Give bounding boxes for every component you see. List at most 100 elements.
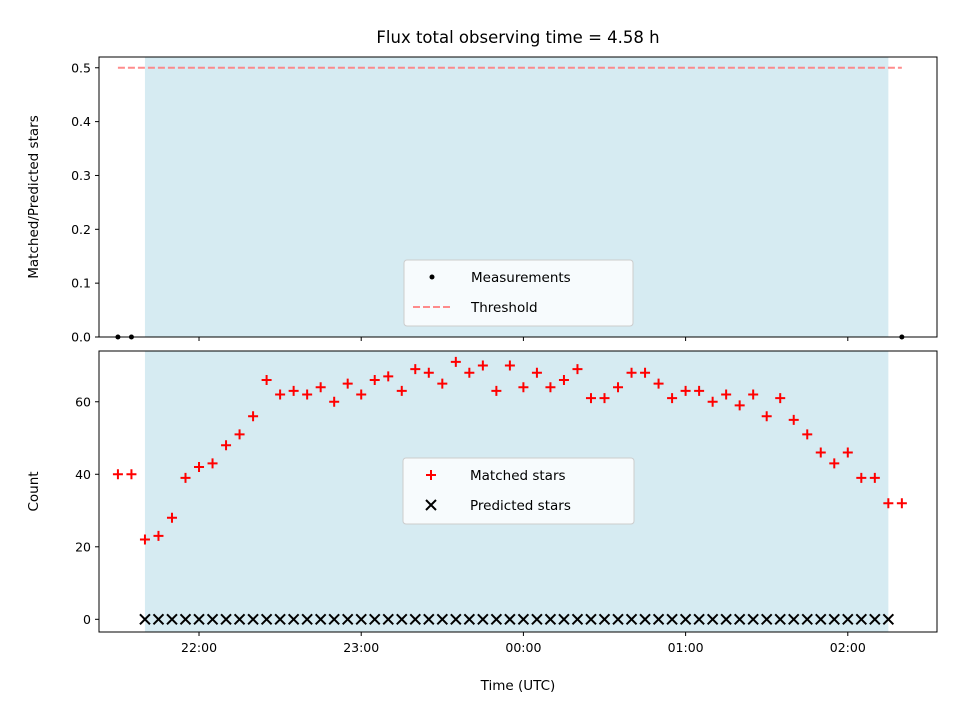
- legend-box: [403, 259, 634, 327]
- predicted-star-point: [260, 613, 273, 626]
- predicted-star-point: [328, 613, 340, 626]
- matched-star-point: [518, 382, 529, 393]
- matched-star-point: [680, 385, 691, 396]
- x-tick-label: 22:00: [181, 640, 217, 655]
- predicted-star-point: [396, 613, 408, 626]
- matched-star-point: [734, 400, 745, 411]
- y-tick-label: 0.0: [71, 330, 91, 345]
- predicted-star-point: [679, 613, 692, 626]
- predicted-star-point: [558, 613, 570, 626]
- predicted-star-point: [450, 613, 462, 626]
- predicted-star-point: [436, 613, 449, 626]
- predicted-star-point: [693, 613, 705, 626]
- matched-star-point: [221, 440, 232, 451]
- matched-star-point: [829, 458, 840, 469]
- chart-title: Flux total observing time = 4.58 h: [376, 28, 659, 47]
- matched-star-point: [396, 385, 407, 396]
- predicted-star-point: [179, 613, 192, 626]
- predicted-star-point: [828, 613, 840, 626]
- y-tick-label: 0.1: [71, 276, 91, 291]
- matched-star-point: [464, 367, 475, 378]
- matched-star-point: [302, 389, 313, 400]
- matched-star-point: [694, 385, 705, 396]
- legend-box: [402, 457, 635, 525]
- y-axis-label: Count: [26, 471, 42, 511]
- matched-star-point: [369, 375, 380, 386]
- matched-star-point: [815, 447, 826, 458]
- predicted-star-point: [423, 613, 435, 626]
- matched-star-point: [248, 411, 259, 422]
- y-tick-label: 0.3: [71, 168, 91, 183]
- predicted-star-point: [152, 613, 165, 626]
- matched-star-point: [261, 375, 272, 386]
- x-tick-label: 02:00: [830, 640, 866, 655]
- matched-star-point: [531, 367, 542, 378]
- predicted-star-point: [287, 613, 300, 626]
- predicted-star-point: [612, 613, 624, 626]
- matched-star-point: [491, 385, 502, 396]
- y-tick-label: 0.4: [71, 114, 91, 129]
- predicted-star-point: [842, 613, 854, 626]
- predicted-star-point: [247, 613, 259, 626]
- predicted-star-point: [801, 613, 813, 626]
- predicted-star-point: [504, 613, 516, 626]
- matched-star-point: [721, 389, 732, 400]
- matched-star-point: [342, 378, 353, 389]
- matched-star-point: [423, 367, 434, 378]
- matched-star-point: [329, 396, 340, 407]
- matched-star-point: [180, 472, 191, 483]
- predicted-star-point: [788, 613, 800, 626]
- predicted-star-point: [531, 613, 543, 626]
- matched-star-point: [640, 367, 651, 378]
- predicted-star-point: [747, 613, 759, 626]
- matched-star-point: [613, 382, 624, 393]
- predicted-star-point: [409, 613, 421, 626]
- axes-frame: [98, 56, 938, 338]
- predicted-star-point: [193, 613, 205, 626]
- predicted-star-point: [815, 613, 827, 626]
- predicted-star-point: [355, 613, 367, 626]
- legend-label: Matched stars: [470, 468, 566, 484]
- y-axis-label: Matched/Predicted stars: [26, 115, 42, 278]
- predicted-star-point: [274, 613, 286, 626]
- x-tick-label: 23:00: [343, 640, 379, 655]
- predicted-star-point: [463, 613, 476, 626]
- legend-label: Predicted stars: [470, 498, 571, 514]
- predicted-star-point: [720, 613, 732, 626]
- matched-star-point: [234, 429, 245, 440]
- matched-star-point: [207, 458, 218, 469]
- matched-star-point: [166, 512, 177, 523]
- predicted-star-point: [341, 613, 354, 626]
- y-tick-label: 60: [75, 394, 91, 409]
- predicted-star-point: [666, 613, 678, 626]
- predicted-star-point: [855, 613, 868, 626]
- predicted-star-point: [314, 613, 327, 626]
- matched-star-point: [788, 414, 799, 425]
- predicted-star-point: [774, 613, 786, 626]
- matched-star-point: [842, 447, 853, 458]
- x-tick-label: 00:00: [505, 640, 541, 655]
- matched-star-point: [748, 389, 759, 400]
- legend-measurement-handle: [429, 274, 435, 280]
- matched-star-point: [194, 462, 205, 473]
- predicted-star-point: [166, 613, 178, 626]
- predicted-star-point: [882, 613, 895, 626]
- x-tick-label: 01:00: [668, 640, 704, 655]
- x-axis-label: Time (UTC): [480, 678, 556, 694]
- legend-label: Threshold: [470, 300, 538, 316]
- matched-star-point: [896, 498, 907, 509]
- legend-label: Measurements: [471, 270, 571, 286]
- predicted-star-point: [639, 613, 651, 626]
- predicted-star-point: [301, 613, 313, 626]
- y-tick-label: 40: [75, 467, 91, 482]
- predicted-star-point: [517, 613, 530, 626]
- predicted-star-point: [206, 613, 219, 626]
- matched-star-point: [410, 364, 421, 375]
- predicted-star-point: [382, 613, 394, 626]
- matched-star-point: [356, 389, 367, 400]
- matched-star-point: [653, 378, 664, 389]
- bottom-panel: 0 20 40 60 22:00 23:00 00:00 01:00 02:00 Count Tim…: [26, 350, 938, 694]
- predicted-star-point: [477, 613, 489, 626]
- legend: Measurements Threshold: [403, 259, 634, 327]
